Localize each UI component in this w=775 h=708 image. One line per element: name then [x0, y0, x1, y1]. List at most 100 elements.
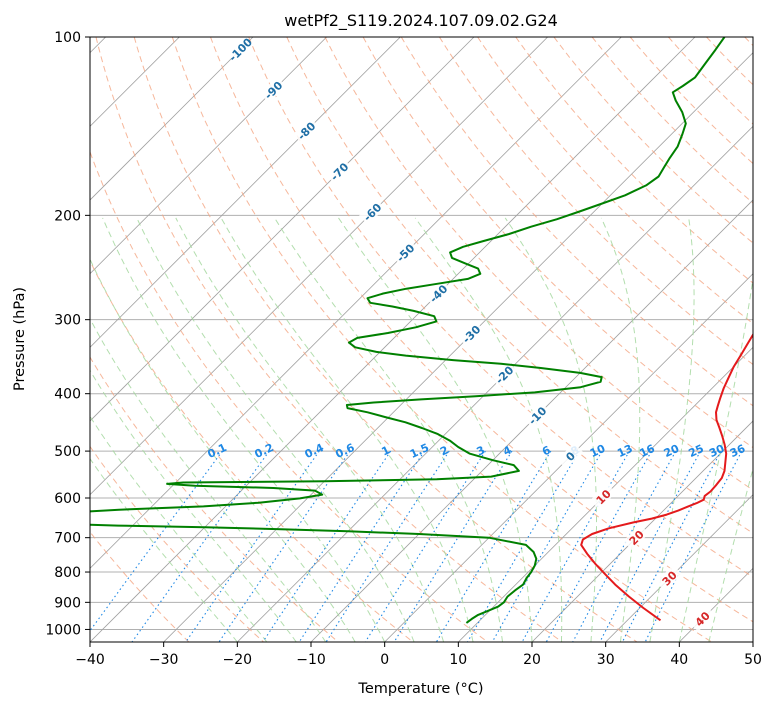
y-tick-label: 700 — [54, 531, 81, 547]
x-tick-label: 30 — [597, 652, 615, 668]
mixing-ratio-label: 10 — [588, 442, 608, 460]
isotherm-line — [237, 125, 753, 642]
x-tick-label: 20 — [523, 652, 541, 668]
dry-adiabat-line — [90, 259, 414, 642]
mixing-ratio-label: 25 — [687, 442, 706, 460]
isotherm-line — [90, 37, 327, 275]
isotherm-line — [384, 273, 753, 642]
mixing-ratio-line — [364, 450, 486, 642]
dewpoint-profile-line — [90, 37, 726, 624]
moist-adiabat-line — [175, 217, 445, 642]
y-tick-label: 200 — [54, 208, 81, 224]
isotherm-line — [90, 37, 696, 642]
isotherm-line — [90, 37, 254, 201]
dry-adiabat-line — [362, 37, 753, 449]
y-tick-label: 300 — [54, 313, 81, 329]
isotherm-label-bg — [490, 361, 518, 388]
dry-adiabat-line — [171, 37, 712, 642]
dry-adiabat-line — [591, 37, 753, 204]
dry-adiabat-line — [438, 37, 753, 366]
moist-adiabat-line — [90, 317, 327, 642]
mixing-ratio-line — [298, 450, 425, 642]
mixing-ratio-label: 20 — [662, 442, 682, 460]
dry-adiabat-line — [95, 37, 563, 642]
isotherm-label-bg — [622, 524, 650, 551]
mixing-ratio-line — [491, 450, 603, 642]
mixing-ratio-line — [621, 450, 722, 642]
x-tick-label: −10 — [296, 652, 326, 668]
dry-adiabat-line — [400, 37, 753, 407]
background-lines — [90, 37, 753, 642]
isotherm-label-bg — [358, 198, 386, 225]
isotherm-label-bg — [226, 37, 254, 63]
y-tick-label: 500 — [54, 444, 81, 460]
isotherm-label-bg — [259, 76, 287, 103]
mixing-ratio-line — [185, 450, 320, 642]
isotherm-label-bg — [292, 117, 320, 144]
y-tick-label: 900 — [54, 595, 81, 611]
y-tick-label: 100 — [54, 30, 81, 46]
mixing-ratio-line — [325, 450, 450, 642]
chart-title: wetPf2_S119.2024.107.09.02.G24 — [284, 11, 558, 31]
moist-adiabat-line — [136, 217, 415, 642]
moist-adiabat-line — [649, 217, 695, 642]
sounding-profiles — [90, 37, 753, 624]
y-axis-label: Pressure (hPa) — [12, 287, 28, 391]
isotherm-label-bg — [688, 605, 716, 632]
isotherm-label-bg — [556, 442, 584, 470]
mixing-ratio-line — [599, 450, 701, 642]
dry-adiabat-line — [210, 37, 753, 623]
dry-adiabat-line — [286, 37, 753, 534]
isotherm-label-bg — [655, 564, 683, 592]
x-tick-label: −20 — [223, 652, 253, 668]
x-tick-label: 50 — [744, 652, 762, 668]
mixing-ratio-line — [545, 450, 653, 642]
x-axis-label: Temperature (°C) — [357, 681, 483, 697]
y-axis-ticks: 100 200 300 400 500 600 700 800 900 1000 — [45, 30, 90, 638]
mixing-ratio-line — [521, 450, 630, 642]
moist-adiabat-line — [220, 217, 474, 642]
isotherm-label-bg — [325, 158, 353, 185]
isotherm-label-bg — [424, 280, 452, 307]
mixing-ratio-label: 13 — [615, 442, 634, 460]
isotherm-line — [605, 494, 753, 642]
x-tick-label: 0 — [380, 652, 389, 668]
moist-adiabat-line — [274, 217, 503, 642]
isotherm-label-bg — [457, 320, 485, 347]
mixing-ratio-label: 36 — [728, 442, 748, 460]
mixing-ratio-label: 30 — [707, 442, 727, 460]
dry-adiabat-line — [553, 37, 753, 244]
mixing-ratio-line — [393, 450, 513, 642]
moist-adiabat-line — [504, 217, 597, 642]
moist-adiabat-line — [90, 257, 356, 642]
dry-adiabat-line — [324, 37, 753, 491]
x-tick-label: −30 — [149, 652, 179, 668]
moist-adiabat-line — [90, 369, 297, 642]
y-tick-label: 800 — [54, 565, 81, 581]
dry-adiabat-line — [133, 37, 638, 642]
moist-adiabat-line — [338, 217, 533, 642]
isotherm-line — [90, 37, 622, 569]
mixing-ratio-line — [435, 450, 552, 642]
mixing-ratio-line — [467, 450, 580, 642]
mixing-ratio-line — [131, 450, 270, 642]
plot-frame — [89, 36, 754, 643]
x-axis-ticks: −40 −30 −20 −10 0 10 20 30 40 50 — [75, 642, 762, 668]
x-tick-label: 40 — [670, 652, 688, 668]
y-tick-label: 1000 — [45, 622, 81, 638]
dry-adiabat-line — [90, 356, 339, 642]
moist-adiabat-line — [102, 217, 386, 642]
mixing-ratio-label: 16 — [638, 442, 658, 460]
mixing-ratio-line — [572, 450, 677, 642]
temperature-profile-line — [580, 332, 753, 622]
moist-adiabat-line — [414, 217, 563, 642]
isotherm-label-bg — [391, 239, 419, 266]
isotherm-label-bg — [589, 483, 617, 510]
isotherm-line — [90, 37, 548, 496]
x-tick-label: −40 — [75, 652, 105, 668]
isotherm-line — [90, 37, 475, 422]
y-tick-label: 600 — [54, 491, 81, 507]
x-tick-label: 10 — [449, 652, 467, 668]
isotherm-label-bg — [523, 402, 551, 429]
